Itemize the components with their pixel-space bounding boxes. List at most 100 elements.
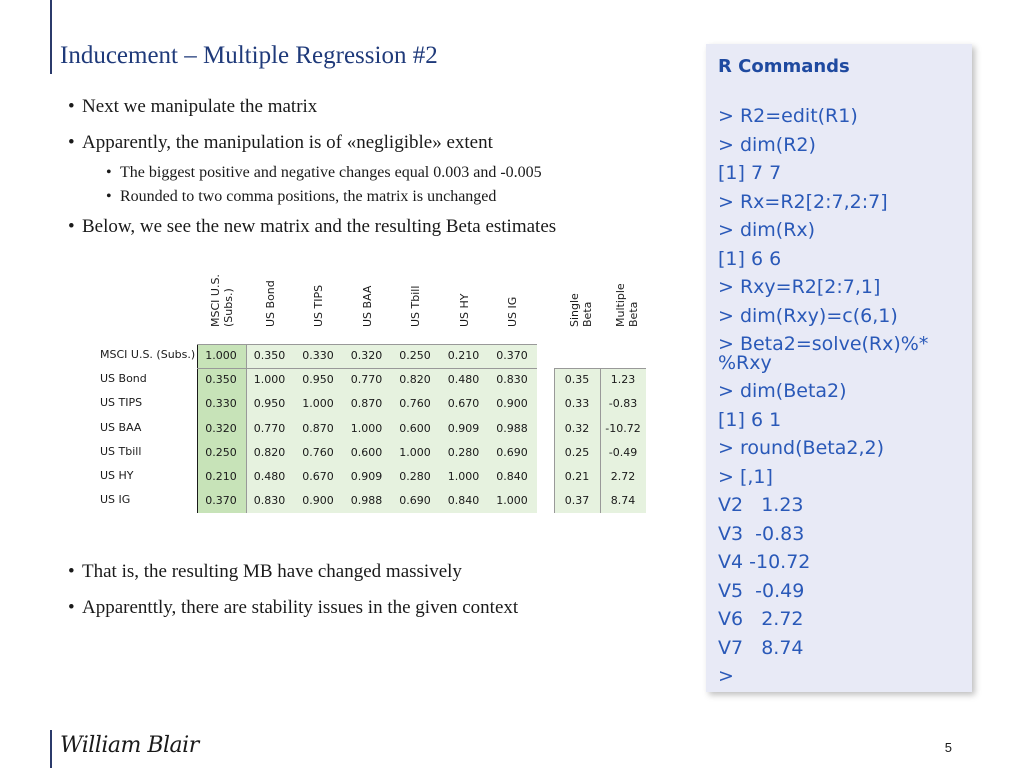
bullet-3: Below, we see the new matrix and the res… (68, 216, 688, 238)
divider-line (197, 344, 198, 514)
column-header-line: US Tbill (409, 285, 422, 327)
divider-line (554, 368, 646, 370)
matrix-cell: 0.250 (399, 349, 431, 362)
matrix-cell: 0.900 (496, 397, 528, 411)
matrix-cell: 1.000 (447, 470, 480, 483)
single-beta-cell: 0.25 (564, 445, 590, 459)
matrix-cell: 1.000 (399, 445, 431, 459)
divider-line (197, 344, 537, 345)
row-label: US TIPS (100, 396, 143, 410)
matrix-cell: 0.820 (253, 445, 286, 459)
matrix-cell: 0.909 (447, 421, 480, 435)
beta-header-line: Beta (627, 301, 640, 327)
matrix-cell: 0.988 (496, 421, 528, 435)
column-header: US Tbill (391, 282, 439, 340)
matrix-cell: 0.320 (205, 421, 237, 435)
bottom-bullets: That is, the resulting MB have changed m… (68, 561, 688, 633)
page-number: 5 (944, 740, 952, 755)
column-header-line: (Subs.) (222, 288, 235, 327)
matrix-cell: 0.670 (302, 470, 334, 483)
divider-line (197, 368, 537, 370)
column-header: US TIPS (294, 282, 342, 340)
r-command-line: [1] 7 7 (718, 162, 782, 184)
matrix-cell: 0.830 (253, 494, 286, 508)
r-command-line: V3 -0.83 (718, 522, 805, 545)
divider-line (245, 344, 247, 514)
row-label: US Tbill (100, 444, 142, 458)
single-beta-cell: 0.33 (564, 397, 590, 411)
matrix-cell: 0.280 (447, 445, 480, 459)
row-label: US Bond (100, 372, 147, 386)
matrix-cell: 1.000 (205, 349, 237, 362)
r-command-line: > round(Beta2,2) (718, 437, 884, 459)
bullet-4: That is, the resulting MB have changed m… (68, 561, 688, 583)
row-label: MSCI U.S. (Subs.) (100, 348, 196, 361)
column-header: US IG (488, 282, 536, 340)
r-command-line: > Beta2=solve(Rx)%* (718, 333, 929, 355)
row-label: US IG (100, 493, 131, 507)
matrix-cell: 0.670 (447, 397, 480, 411)
column-header-line: US HY (457, 293, 471, 327)
column-header-line: US TIPS (312, 284, 325, 327)
matrix-cell: 0.350 (205, 373, 237, 387)
title-accent-line (50, 0, 52, 74)
divider-line (554, 368, 555, 514)
matrix-cell: 0.870 (302, 421, 334, 435)
row-label: US HY (100, 469, 134, 482)
r-commands-list: > R2=edit(R1) > dim(R2) [1] 7 7 > Rx=R2[2:7… (718, 102, 964, 691)
matrix-cell: 1.000 (253, 373, 286, 387)
matrix-cell: 0.480 (253, 470, 286, 483)
r-commands-panel: R Commands > R2=edit(R1) > dim(R2) [1] 7 7… (706, 44, 972, 692)
r-command-line: > (718, 665, 734, 687)
matrix-cell: 0.909 (350, 470, 383, 483)
matrix-bg (245, 344, 537, 514)
matrix-cell: 0.600 (399, 421, 431, 435)
matrix-cell: 0.250 (205, 445, 237, 459)
matrix-cell: 0.950 (253, 397, 286, 411)
matrix-cell: 0.770 (253, 421, 286, 435)
beta-header: Single Beta (554, 282, 602, 340)
matrix-cell: 0.830 (496, 373, 528, 387)
matrix-cell: 0.320 (350, 349, 383, 362)
matrix-cell: 0.820 (399, 373, 431, 387)
matrix-cell: 0.950 (302, 373, 334, 387)
matrix-cell: 0.350 (253, 349, 286, 362)
matrix-cell: 0.900 (302, 494, 334, 508)
r-commands-heading: R Commands (718, 56, 850, 77)
multiple-beta-cell: 8.74 (610, 494, 636, 508)
r-command-line: > dim(R2) (718, 133, 816, 156)
r-command-line: > dim(Rxy)=c(6,1) (718, 304, 898, 327)
r-command-line: > [,1] (718, 465, 773, 488)
multiple-beta-cell: -0.49 (608, 445, 638, 459)
column-header-line: US BAA (360, 285, 374, 327)
matrix-cell: 0.690 (399, 494, 431, 508)
multiple-beta-cell: 2.72 (610, 470, 636, 483)
r-command-line: > Rxy=R2[2:7,1] (718, 276, 881, 298)
sub-bullet-2: Rounded to two comma positions, the matr… (106, 188, 688, 206)
beta-header-line: Multiple (614, 283, 627, 327)
r-command-line: > R2=edit(R1) (718, 105, 858, 127)
column-header-line: US Bond (263, 280, 277, 327)
multiple-beta-cell: 1.23 (610, 373, 636, 387)
matrix-cell: 0.330 (205, 397, 237, 411)
matrix-cell: 0.770 (350, 373, 383, 387)
slide-title: Inducement – Multiple Regression #2 (60, 42, 438, 69)
sub-bullet-1: The biggest positive and negative change… (106, 164, 688, 182)
column-header-line: MSCI U.S. (209, 274, 222, 327)
top-bullets: Next we manipulate the matrix Apparently… (68, 96, 688, 252)
matrix-cell: 1.000 (350, 421, 383, 435)
column-header: US BAA (343, 282, 391, 340)
matrix-cell: 0.690 (496, 445, 528, 459)
r-command-line: > dim(Rx) (718, 219, 816, 241)
multiple-beta-cell: -0.83 (608, 397, 638, 411)
r-command-line: V4 -10.72 (718, 551, 811, 573)
r-command-line: V6 2.72 (718, 608, 804, 630)
matrix-cell: 0.370 (496, 349, 528, 362)
single-beta-cell: 0.37 (564, 494, 590, 508)
r-command-line: %Rxy (718, 351, 772, 374)
matrix-cell: 0.600 (350, 445, 383, 459)
matrix-cell: 0.840 (496, 470, 528, 483)
r-command-line: > dim(Beta2) (718, 380, 847, 402)
column-header: MSCI U.S. (Subs.) (197, 274, 245, 340)
row-label: US BAA (100, 420, 142, 434)
